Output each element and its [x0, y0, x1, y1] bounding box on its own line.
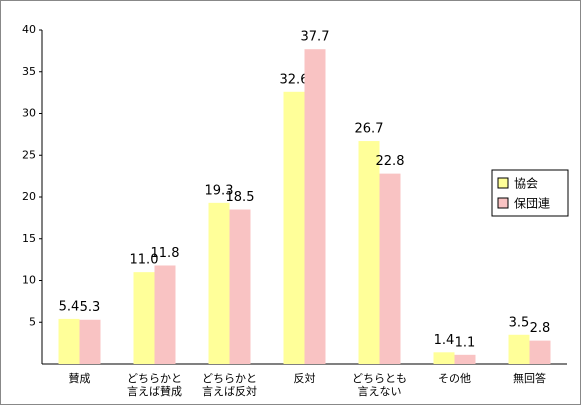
legend-label: 保団連 — [514, 197, 550, 211]
value-label: 26.7 — [355, 122, 384, 137]
bar — [358, 141, 380, 364]
value-label: 22.8 — [376, 154, 405, 169]
y-tick-label: 40 — [22, 23, 36, 36]
value-label: 32.6 — [280, 72, 309, 87]
y-tick-label: 35 — [22, 65, 36, 78]
bar — [433, 352, 455, 364]
x-tick-label: 無回答 — [513, 372, 546, 385]
bar — [58, 318, 80, 364]
value-label: 18.5 — [226, 190, 255, 205]
x-tick-label: 反対 — [293, 372, 316, 385]
value-label: 19.3 — [205, 183, 234, 198]
x-tick-label: どちらかと 言えば賛成 — [127, 372, 182, 398]
value-label: 1.4 — [434, 333, 455, 348]
bar — [454, 354, 476, 364]
bar — [508, 334, 530, 364]
y-tick-label: 5 — [29, 315, 36, 328]
value-label: 37.7 — [301, 30, 330, 45]
y-tick-label: 25 — [22, 148, 36, 161]
x-tick-label: その他 — [438, 372, 471, 385]
bar — [229, 209, 251, 364]
value-label: 1.1 — [455, 335, 476, 350]
bar — [283, 91, 305, 364]
legend-label: 協会 — [514, 176, 538, 191]
y-tick-label: 15 — [22, 232, 36, 245]
value-label: 5.3 — [80, 300, 101, 315]
value-label: 11.8 — [151, 246, 180, 261]
legend-swatch — [497, 177, 509, 189]
value-label: 5.4 — [59, 299, 80, 314]
x-tick-label: どちらとも 言えない — [352, 372, 407, 398]
value-label: 3.5 — [509, 315, 530, 330]
value-label: 2.8 — [530, 321, 551, 336]
y-tick-label: 30 — [22, 107, 36, 120]
bar — [133, 272, 155, 364]
bar — [379, 173, 401, 364]
bar — [208, 202, 230, 364]
bar — [154, 265, 176, 364]
legend-swatch — [497, 197, 509, 209]
x-tick-label: 賛成 — [68, 372, 91, 385]
bar — [529, 340, 551, 364]
y-tick-label: 20 — [22, 190, 36, 203]
value-label: 11.0 — [130, 253, 159, 268]
bar — [304, 49, 326, 365]
x-tick-label: どちらかと 言えば反対 — [202, 372, 257, 398]
bar — [79, 319, 101, 364]
y-tick-label: 10 — [22, 274, 36, 287]
